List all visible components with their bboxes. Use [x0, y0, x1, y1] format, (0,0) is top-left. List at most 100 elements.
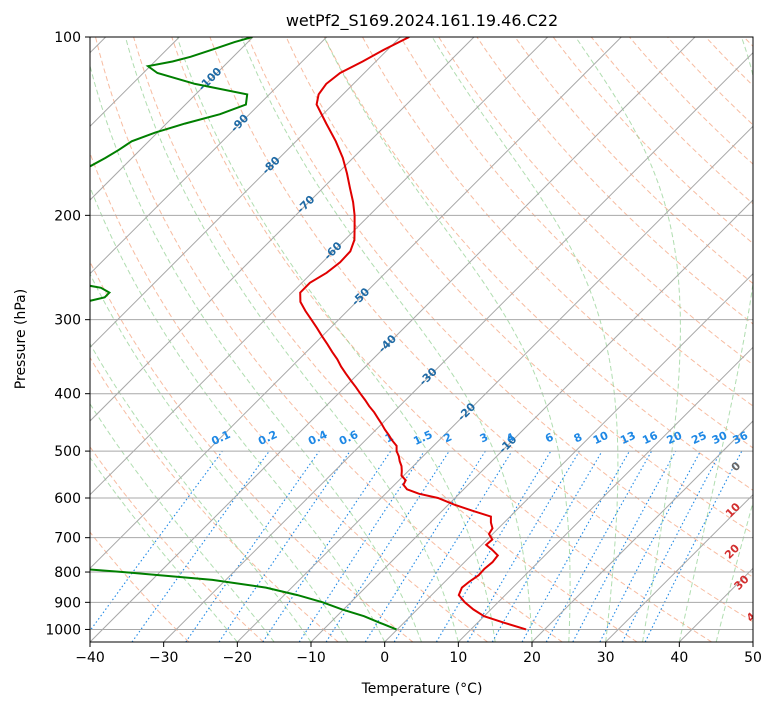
x-tick-label: −40	[75, 650, 105, 666]
dry-adiabat	[438, 37, 753, 366]
isotherm	[457, 346, 753, 642]
dry-adiabat	[90, 531, 190, 642]
mixing-ratio-line	[599, 450, 701, 642]
x-tick-label: −10	[296, 650, 326, 666]
dry-adiabat	[476, 37, 753, 325]
mixing-ratio-label: 0.1	[209, 428, 232, 448]
y-tick-label: 800	[54, 565, 81, 581]
x-tick-label: −20	[223, 650, 253, 666]
isotherm	[90, 37, 254, 201]
mixing-ratio-label: 25	[689, 429, 708, 447]
dry-adiabat	[400, 37, 753, 407]
isotherm	[605, 493, 753, 642]
dry-adiabat	[171, 37, 712, 642]
y-tick-label: 400	[54, 387, 81, 403]
mixing-ratio-label: 16	[640, 429, 660, 447]
moist-adiabat	[90, 456, 238, 642]
dry-adiabat	[90, 356, 339, 642]
dry-adiabat	[743, 37, 753, 47]
mixing-ratio-line	[185, 450, 320, 642]
dry-adiabat	[667, 37, 753, 126]
y-tick-label: 900	[54, 595, 81, 611]
y-tick-label: 200	[54, 208, 81, 224]
dry-adiabat	[133, 37, 638, 642]
mixing-ratio-line	[90, 450, 223, 632]
isotherm	[90, 37, 328, 275]
mixing-ratio-line	[218, 450, 351, 642]
mixing-ratio-label: 0.6	[337, 428, 360, 448]
x-axis-label: Temperature (°C)	[361, 681, 483, 697]
isotherm	[90, 37, 696, 642]
mixing-ratio-line	[521, 450, 630, 642]
mixing-ratio-line	[572, 450, 677, 642]
mixing-ratio-line	[262, 450, 392, 642]
mixing-ratio-line	[393, 450, 513, 642]
moist-adiabat-label: 10	[723, 500, 743, 520]
isotherm	[310, 199, 753, 642]
mixing-ratio-line	[545, 450, 653, 642]
isotherm	[90, 37, 475, 422]
y-tick-label: 300	[54, 313, 81, 329]
isotherm	[752, 641, 753, 642]
moist-adiabat	[90, 64, 422, 642]
moist-adiabat	[678, 37, 753, 642]
mixing-ratio-label: 0.4	[306, 428, 329, 448]
moist-adiabat	[125, 37, 459, 642]
mixing-ratio-label: 13	[618, 429, 637, 447]
moist-adiabat-label: 0	[729, 459, 744, 474]
dry-adiabat	[209, 37, 753, 623]
mixing-ratio-label: 8	[572, 430, 584, 445]
y-tick-label: 100	[54, 30, 81, 46]
mixing-ratio-label: 36	[731, 429, 751, 447]
mixing-ratio-label: 20	[665, 429, 685, 447]
moist-adiabat	[176, 37, 496, 642]
axes: −40 −30 −20 −10 0 10 20 30 40 50 1000 900 800 700 600 5…	[45, 30, 762, 666]
mixing-ratio-label: 0.2	[256, 428, 279, 448]
y-tick-label: 500	[54, 444, 81, 460]
dry-adiabat	[90, 260, 414, 642]
x-tick-label: 30	[597, 650, 615, 666]
isotherm	[90, 37, 549, 496]
isotherm	[236, 125, 753, 642]
x-tick-label: 40	[670, 650, 688, 666]
moist-adiabat	[90, 272, 349, 642]
mixing-ratio-line	[131, 450, 270, 642]
moist-adiabat	[715, 500, 753, 642]
y-tick-label: 1000	[45, 622, 81, 638]
x-tick-label: 20	[523, 650, 541, 666]
mixing-ratio-line	[435, 450, 552, 642]
moist-adiabat-label: 20	[722, 541, 742, 561]
dry-adiabat	[323, 37, 753, 491]
temperature-profile	[299, 37, 527, 631]
moist-adiabat	[241, 37, 533, 642]
isotherm	[90, 37, 622, 570]
dry-adiabat	[247, 37, 753, 578]
y-tick-label: 600	[54, 491, 81, 507]
mixing-ratio-line	[325, 450, 450, 642]
moist-adiabat	[90, 402, 275, 642]
mixing-ratio-line	[467, 450, 580, 642]
mixing-ratio-label: 10	[591, 429, 611, 447]
dry-adiabat	[285, 37, 753, 534]
isotherm	[163, 51, 753, 642]
dry-adiabat	[90, 445, 264, 642]
y-axis-label: Pressure (hPa)	[13, 289, 29, 389]
mixing-ratio-line	[364, 450, 486, 642]
x-tick-label: 50	[744, 650, 762, 666]
dewpoint-profile	[90, 37, 397, 631]
plot-frame	[89, 36, 754, 643]
plot-area: -100-90-80-70-60-50-40-30-20-100.1 0.2 0.4…	[90, 37, 764, 642]
isotherm	[384, 272, 753, 642]
dry-adiabat	[590, 37, 753, 205]
dry-adiabat	[552, 37, 753, 245]
y-tick-label: 700	[54, 531, 81, 547]
mixing-ratio-line	[621, 450, 722, 642]
x-tick-label: 10	[449, 650, 467, 666]
moist-adiabat-label: 40	[744, 604, 764, 624]
moist-adiabat	[323, 37, 571, 642]
mixing-ratio-label: 2	[442, 430, 454, 445]
x-tick-label: −30	[149, 650, 179, 666]
dry-adiabat	[95, 37, 563, 642]
moist-adiabat-label: 30	[732, 572, 752, 592]
